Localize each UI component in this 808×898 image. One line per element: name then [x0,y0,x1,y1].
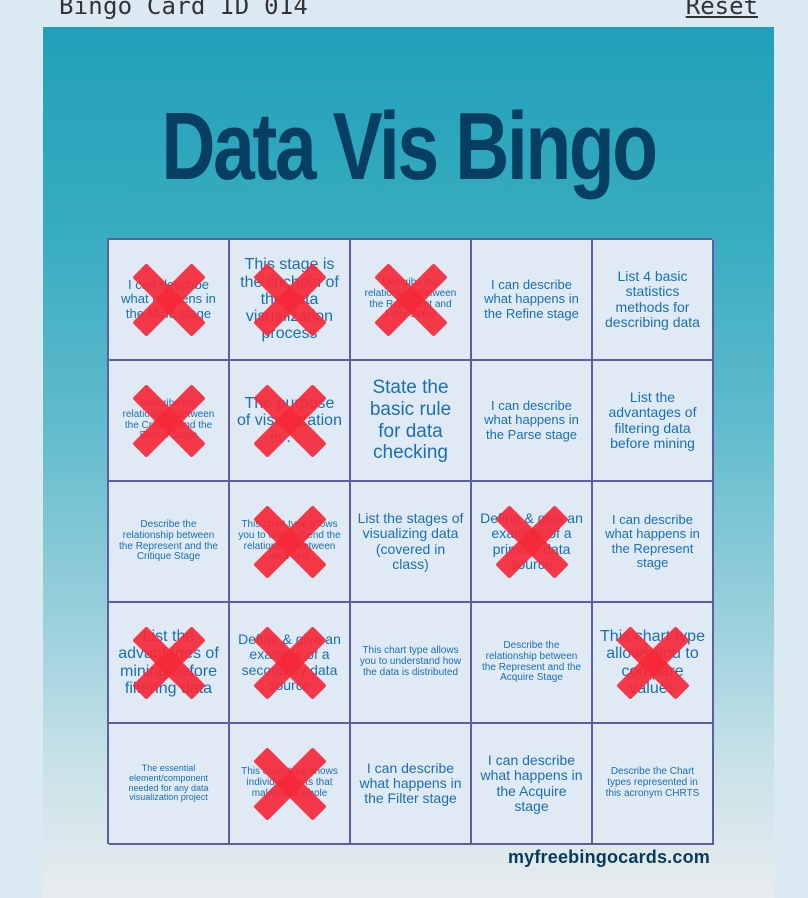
bingo-cell-text: I can describe what happens in the Mine … [121,277,216,321]
bingo-cell-text: Describe the relationship between the Re… [119,518,218,563]
bingo-cell[interactable]: I can describe what happens in the Repre… [593,482,714,603]
bingo-cell[interactable]: The essential element/component needed f… [109,724,230,845]
bingo-cell[interactable]: List the stages of visualizing data (cov… [351,482,472,603]
bingo-cell-text: I can describe what happens in the Filte… [359,759,462,807]
bingo-cell-text: List 4 basic statistics methods for desc… [605,268,700,330]
bingo-cell-text: Describe the Chart types represented in … [605,766,700,799]
bingo-cell-text: List the stages of visualizing data (cov… [357,510,464,572]
card-id-label: Bingo Card ID 014 [59,0,309,20]
bingo-cell-text: State the basic rule for data checking [369,376,452,464]
bingo-cell[interactable]: I can describe what happens in the Acqui… [472,724,593,845]
bingo-cell-text: This chart type allows you to understand… [359,645,462,678]
top-bar: Bingo Card ID 014 Reset [0,0,808,27]
bingo-cell-text: The essential element/component needed f… [128,763,209,803]
bingo-cell[interactable]: Describe the relationship between the Re… [351,240,472,361]
bingo-cell-text: Define & give an example of a secondary … [238,631,341,693]
bingo-cell-text: Describe the relationship between the Re… [482,639,581,684]
card-title: Data Vis Bingo [161,93,658,200]
bingo-cell[interactable]: Describe the Chart types represented in … [593,724,714,845]
bingo-cell-text: This chart type allows you to comprehend… [238,518,341,563]
bingo-cell[interactable]: List the advantages of filtering data be… [593,361,714,482]
bingo-cell[interactable]: The purpose of visualization is . . . [230,361,351,482]
bingo-cell[interactable]: This stage is the linchpin of the data v… [230,240,351,361]
bingo-cell-text: Define & give an example of a primary da… [480,510,583,572]
bingo-cell-text: I can describe what happens in the Parse… [484,398,579,442]
bingo-cell-text: Describe the relationship between the Cr… [122,397,215,442]
bingo-cell-text: I can describe what happens in the Acqui… [480,752,583,814]
bingo-cell[interactable]: I can describe what happens in the Refin… [472,240,593,361]
bingo-cell-text: List the advantages of filtering data be… [608,389,697,451]
bingo-cell[interactable]: This chart type allows you to understand… [351,603,472,724]
bingo-card: Data Vis Bingo I can describe what happe… [43,27,774,898]
bingo-cell[interactable]: State the basic rule for data checking [351,361,472,482]
bingo-cell[interactable]: This chart type allows you to comprehend… [230,482,351,603]
bingo-cell[interactable]: Describe the relationship between the Re… [109,482,230,603]
bingo-cell-text: Describe the relationship between the Re… [364,276,457,321]
bingo-cell[interactable]: Describe the relationship between the Re… [472,603,593,724]
bingo-cell[interactable]: List the advantages of mining before fil… [109,603,230,724]
bingo-cell[interactable]: I can describe what happens in the Mine … [109,240,230,361]
bingo-cell[interactable]: Describe the relationship between the Cr… [109,361,230,482]
bingo-cell-text: The purpose of visualization is . . . [237,394,342,447]
bingo-cell-text: I can describe what happens in the Refin… [484,277,579,321]
bingo-cell-text: This chart type shows individual parts t… [241,766,338,799]
bingo-cell[interactable]: This chart type shows individual parts t… [230,724,351,845]
bingo-cell[interactable]: List 4 basic statistics methods for desc… [593,240,714,361]
bingo-cell-text: List the advantages of mining before fil… [118,627,219,697]
bingo-cell-text: I can describe what happens in the Repre… [605,512,700,570]
bingo-cell[interactable]: This chart type allows you to compare va… [593,603,714,724]
bingo-grid: I can describe what happens in the Mine … [107,238,714,845]
bingo-cell[interactable]: I can describe what happens in the Parse… [472,361,593,482]
bingo-cell-text: This stage is the linchpin of the data v… [240,256,339,343]
bingo-cell[interactable]: I can describe what happens in the Filte… [351,724,472,845]
bingo-cell-text: This chart type allows you to compare va… [600,627,705,697]
footer-site-label: myfreebingocards.com [507,847,710,867]
bingo-cell[interactable]: Define & give an example of a secondary … [230,603,351,724]
reset-link[interactable]: Reset [685,0,758,20]
bingo-cell[interactable]: Define & give an example of a primary da… [472,482,593,603]
